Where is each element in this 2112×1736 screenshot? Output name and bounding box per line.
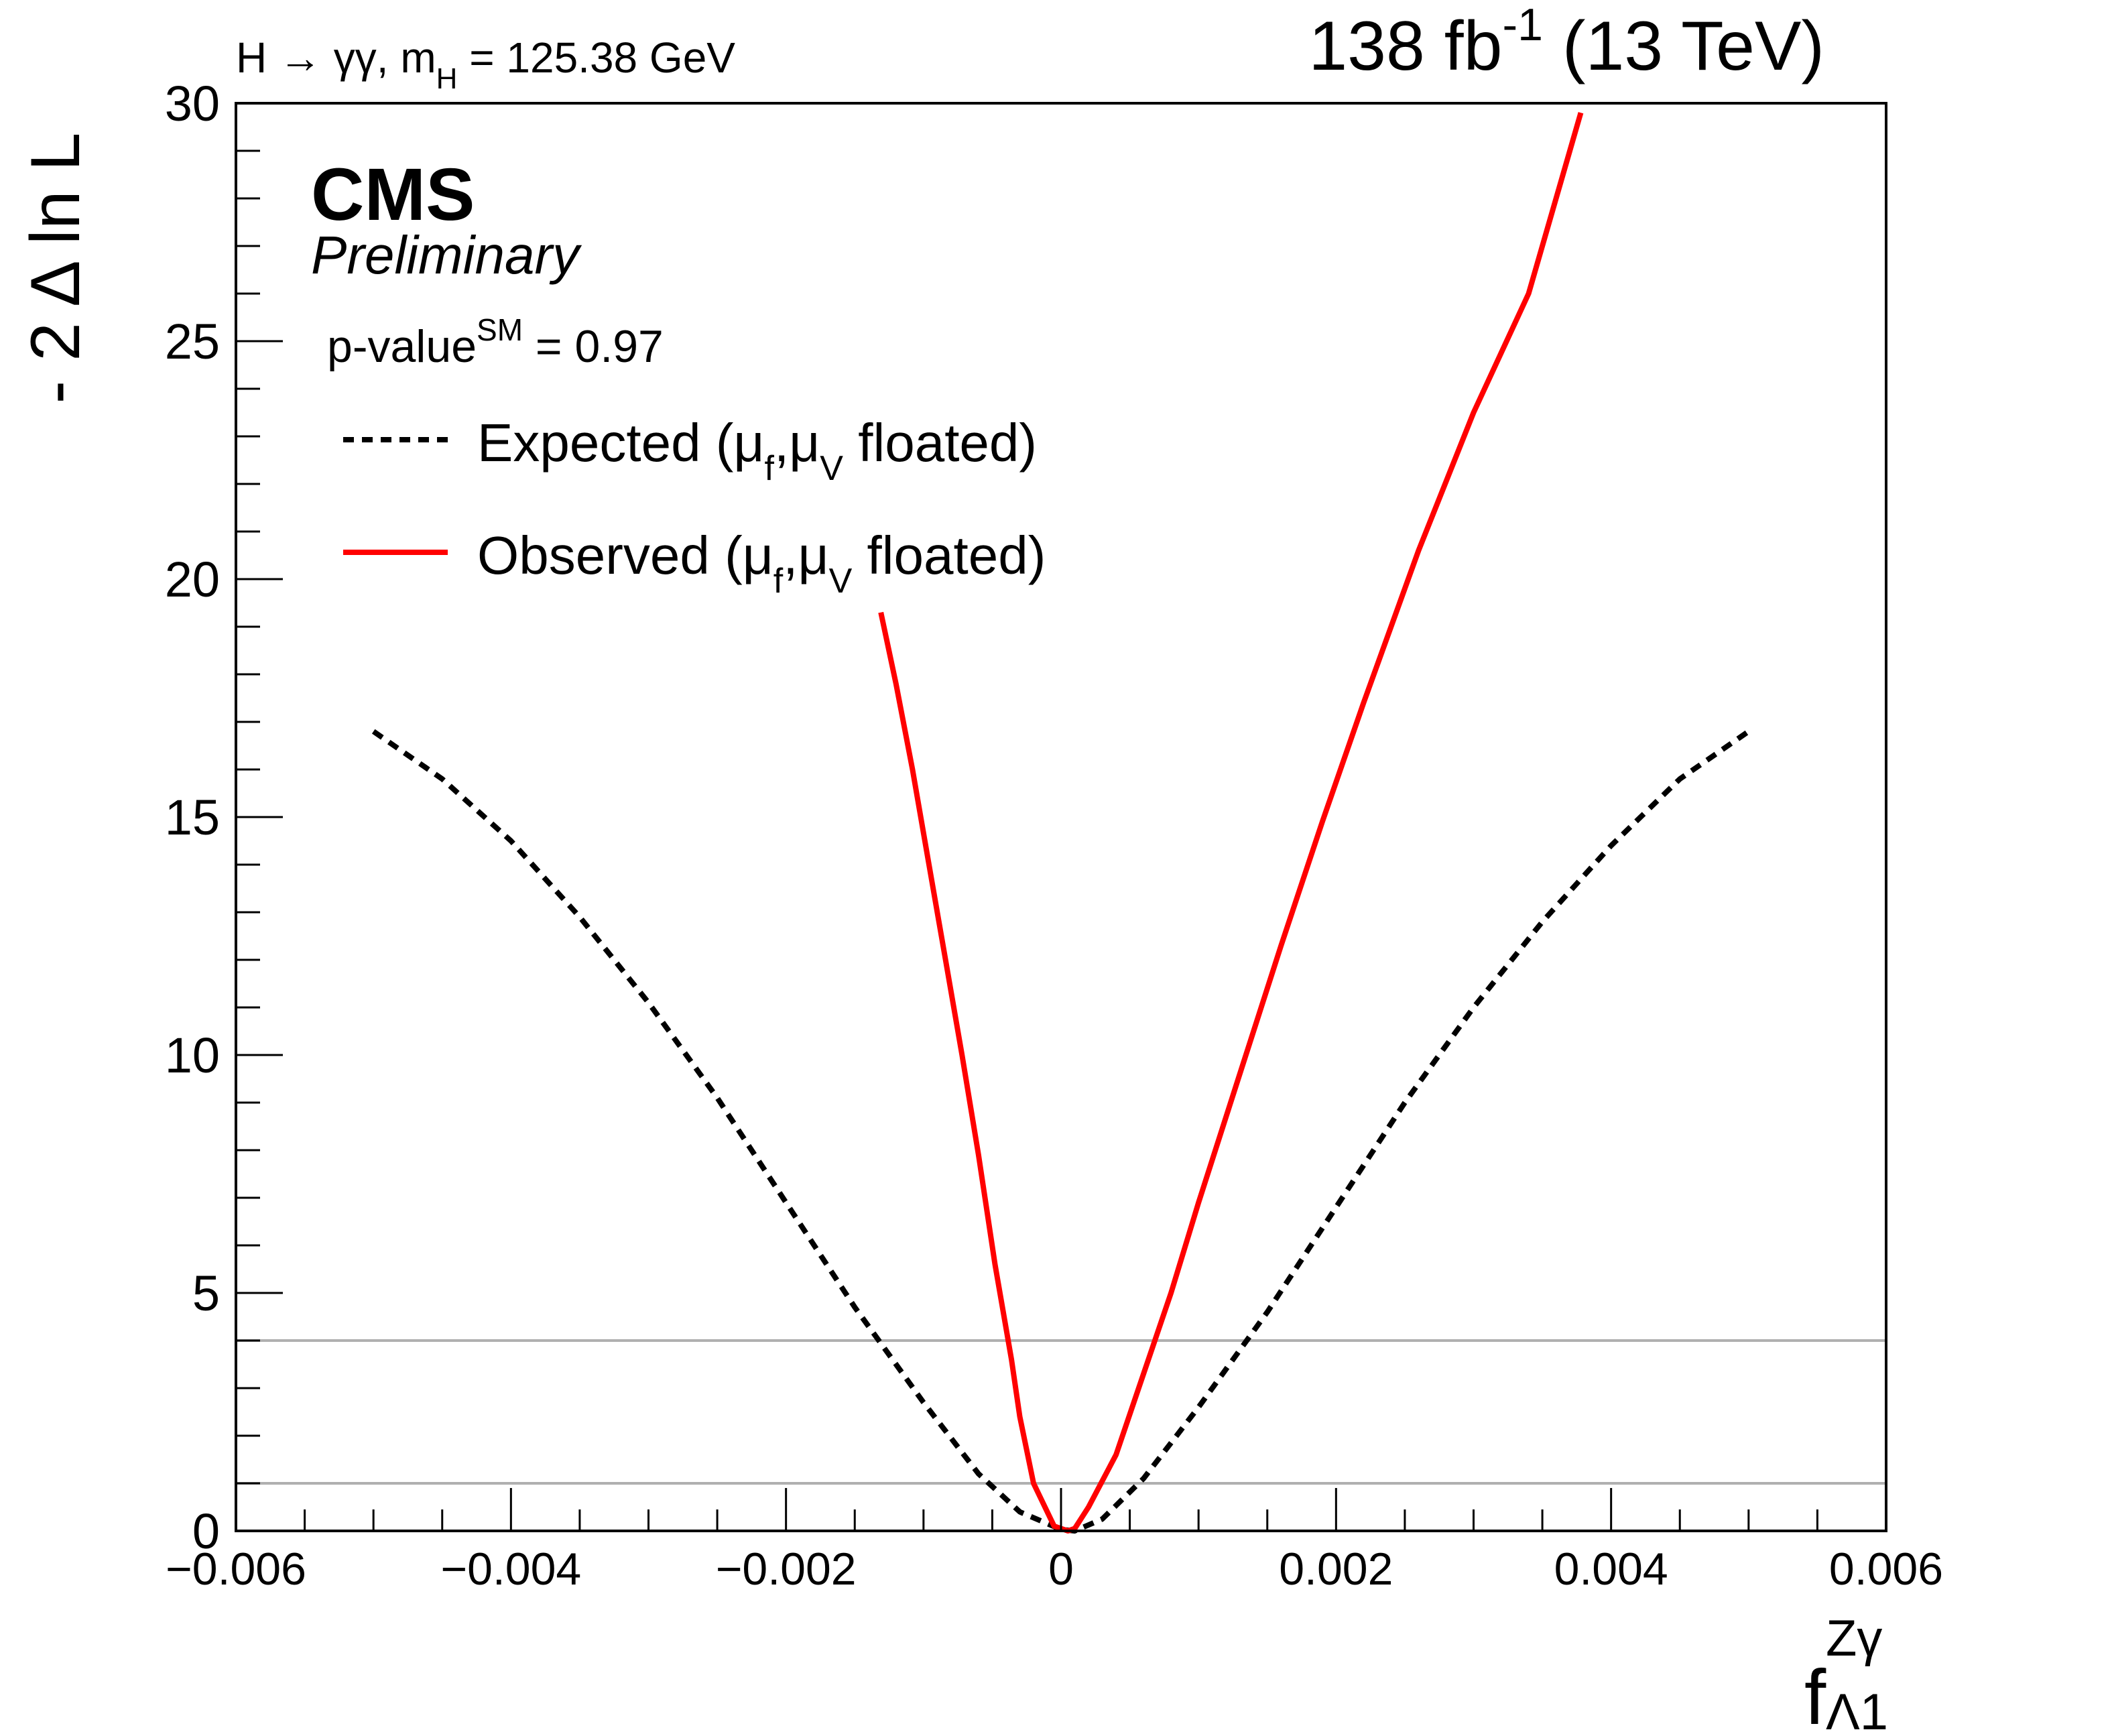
- channel-label-main: H → γγ, m: [236, 34, 436, 82]
- x-axis-title: f Zγ Λ1: [1804, 1585, 1904, 1736]
- y-tick-label: 20: [165, 552, 220, 607]
- luminosity-label: 138 fb-1 (13 TeV): [1308, 0, 1824, 85]
- pvalue-main: p-value: [327, 321, 477, 372]
- y-axis-title: - 2 Δ ln L: [17, 133, 95, 404]
- x-axis-title-sup: Zγ: [1826, 1610, 1882, 1667]
- x-tick-label: 0.002: [1279, 1544, 1393, 1595]
- pvalue-sup: SM: [477, 312, 523, 347]
- x-axis-title-sub: Λ1: [1826, 1684, 1888, 1736]
- x-axis-title-base: f: [1804, 1654, 1826, 1736]
- luminosity-sup: -1: [1502, 0, 1542, 50]
- x-tick-label: 0.004: [1554, 1544, 1668, 1595]
- cms-label: CMS: [311, 153, 475, 236]
- preliminary-label: Preliminary: [311, 225, 582, 285]
- y-tick-label: 10: [165, 1028, 220, 1083]
- channel-label-sub: H: [436, 62, 458, 95]
- legend: Expected (μf,μV floated) Observed (μf,μV…: [343, 413, 1046, 601]
- pvalue-tail: = 0.97: [523, 321, 664, 372]
- luminosity-tail: (13 TeV): [1543, 7, 1824, 85]
- y-tick-label: 25: [165, 314, 220, 369]
- x-tick-label: −0.004: [440, 1544, 581, 1595]
- expected-curve: [371, 729, 1751, 1534]
- axis-tick-labels: −0.006 −0.004 −0.002 0 0.002 0.004 0.006 0 5 10 15…: [165, 76, 1943, 1595]
- observed-curve: [878, 112, 1584, 1534]
- legend-observed-label: Observed (μf,μV floated): [477, 525, 1046, 601]
- y-tick-label: 15: [165, 790, 220, 845]
- plot-frame: [235, 102, 1887, 1532]
- x-tick-label: −0.002: [716, 1544, 857, 1595]
- y-tick-label: 30: [165, 76, 220, 131]
- x-tick-label: 0: [1048, 1544, 1074, 1595]
- y-tick-label: 0: [192, 1503, 220, 1559]
- pvalue-label: p-valueSM = 0.97: [327, 312, 664, 372]
- channel-label: H → γγ, mH = 125.38 GeV: [236, 34, 735, 95]
- x-tick-label: 0.006: [1829, 1544, 1943, 1595]
- luminosity-main: 138 fb: [1308, 7, 1502, 85]
- channel-label-tail: = 125.38 GeV: [457, 34, 735, 82]
- x-tick-label: −0.006: [166, 1544, 306, 1595]
- y-tick-label: 5: [192, 1265, 220, 1321]
- legend-expected-label: Expected (μf,μV floated): [477, 413, 1037, 488]
- reference-lines: [236, 1339, 1886, 1485]
